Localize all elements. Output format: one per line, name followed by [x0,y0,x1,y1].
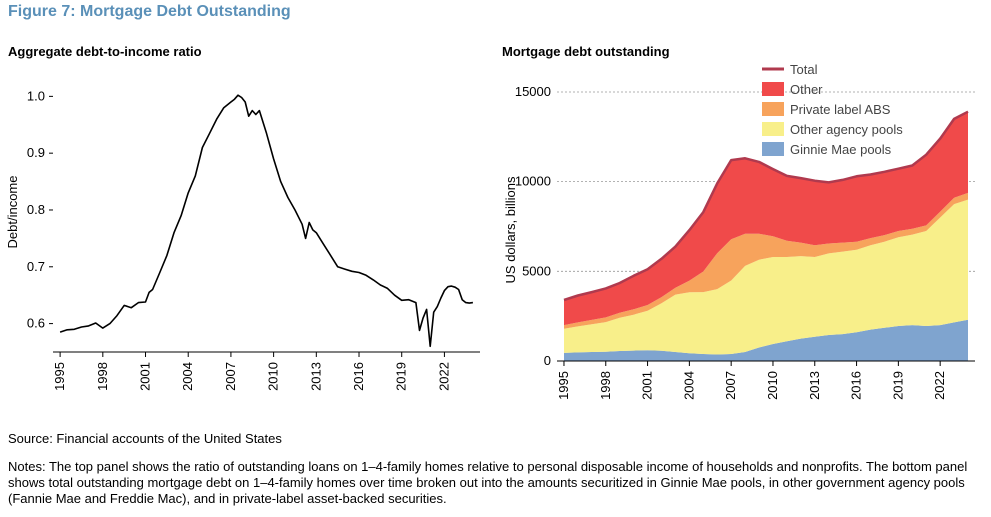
left-x-tick-label: 2019 [394,362,409,391]
right-x-tick-label: 2016 [849,371,864,400]
right-x-tick-label: 1995 [556,371,571,400]
right-legend: Total Other Private label ABS Other agency … [762,62,903,157]
right-x-tick-label: 2004 [681,371,696,400]
left-x-tick-label: 2022 [436,362,451,391]
left-y-tick-label: 0.8 [27,202,45,217]
left-y-axis-label: Debt/income [5,176,20,249]
source-note: Source: Financial accounts of the United… [8,431,282,446]
left-chart-title: Aggregate debt-to-income ratio [8,44,202,59]
legend-label: Private label ABS [790,102,891,117]
left-x-tick-label: 2010 [266,362,281,391]
legend-label: Other [790,82,823,97]
left-y-tick-label: 0.9 [27,145,45,160]
right-x-tick-label: 1998 [598,371,613,400]
right-chart-title: Mortgage debt outstanding [502,44,670,59]
left-y-tick-label: 1.0 [27,88,45,103]
right-y-tick-label: 0 [544,353,551,368]
left-axes: 0.6 0.7 0.8 0.9 1.0 1995 1998 2001 2004 2007 2010 2… [27,88,480,391]
right-x-tick-label: 2007 [723,371,738,400]
left-x-tick-label: 1998 [95,362,110,391]
left-x-tick-label: 2013 [308,362,323,391]
legend-swatch-ginnie-mae-pools [762,142,784,156]
area-ginnie-mae-pools [564,319,968,361]
right-y-axis-label: US dollars, billions [503,176,518,283]
area-other [564,111,968,326]
debt-income-line [59,94,474,348]
left-x-tick-label: 2016 [351,362,366,391]
right-panel: Mortgage debt outstanding US dollars, bi… [502,44,975,400]
right-x-tick-label: 2010 [765,371,780,400]
right-x-tick-label: 2013 [807,371,822,400]
right-x-tick-label: 2022 [932,371,947,400]
left-series-group [59,94,474,348]
notes-text: Notes: The top panel shows the ratio of … [8,459,968,506]
right-area-group [563,110,969,361]
legend-label: Ginnie Mae pools [790,142,892,157]
right-x-tick-label: 2001 [640,371,655,400]
right-axes: 0 5000 10000 15000 1995 1998 2001 2004 2007 2010 2… [515,84,975,400]
legend-label: Other agency pools [790,122,903,137]
left-x-tick-label: 1995 [52,362,67,391]
figure-charts: Aggregate debt-to-income ratio Debt/inco… [5,44,975,400]
area-other-agency-pools [564,199,968,355]
right-y-tick-label: 15000 [515,84,551,99]
left-panel: Aggregate debt-to-income ratio Debt/inco… [5,44,480,391]
right-y-tick-label: 10000 [515,174,551,189]
left-x-tick-label: 2004 [180,362,195,391]
figure-title: Figure 7: Mortgage Debt Outstanding [8,3,291,20]
legend-swatch-private-label-abs [762,102,784,116]
left-y-tick-label: 0.6 [27,316,45,331]
left-x-tick-label: 2007 [223,362,238,391]
legend-swatch-other-agency-pools [762,122,784,136]
right-x-tick-label: 2019 [890,371,905,400]
left-x-tick-label: 2001 [138,362,153,391]
right-y-tick-label: 5000 [522,263,551,278]
total-line [563,110,969,302]
legend-swatch-other [762,82,784,96]
left-y-tick-label: 0.7 [27,259,45,274]
legend-label: Total [790,62,818,77]
